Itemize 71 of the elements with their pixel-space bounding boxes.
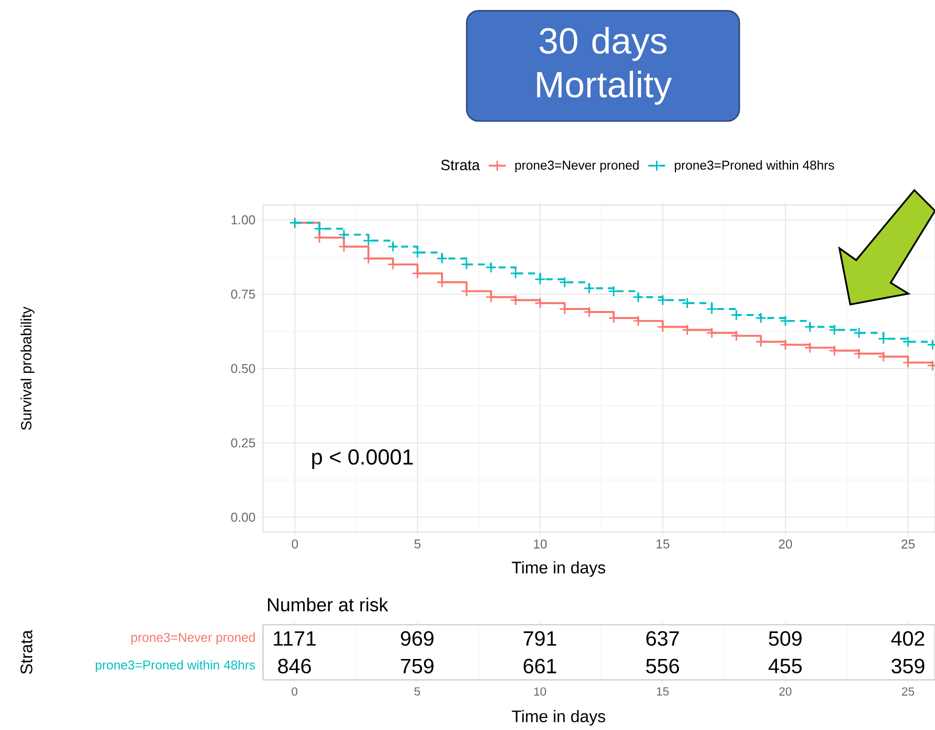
chart-title: 30 days Mortality bbox=[537, 26, 672, 105]
y-tick-label: 0.75 bbox=[231, 290, 256, 299]
y-tick-label: prone3=Never proned bbox=[131, 632, 255, 644]
point bbox=[314, 223, 326, 234]
x-tick-label: 10 bbox=[534, 539, 547, 549]
data-label: 359 bbox=[892, 658, 924, 674]
annotation: p < 0.0001 bbox=[312, 449, 413, 469]
data-label: 556 bbox=[646, 658, 679, 674]
x-tick-label: 0 bbox=[292, 539, 298, 549]
point bbox=[387, 258, 399, 270]
x-axis-title: Time in days bbox=[512, 710, 606, 726]
point bbox=[460, 258, 472, 270]
x-tick-label: 10 bbox=[534, 687, 546, 696]
legend-title: Strata bbox=[441, 160, 480, 170]
data-label: 969 bbox=[400, 631, 434, 646]
point bbox=[828, 344, 840, 356]
point bbox=[706, 303, 718, 315]
data-label: 791 bbox=[524, 631, 556, 646]
y-tick-label: 1.00 bbox=[232, 215, 256, 224]
x-tick-label: 5 bbox=[414, 687, 420, 696]
data-label: 661 bbox=[524, 658, 556, 674]
y-axis-title: Survival probability bbox=[20, 306, 34, 430]
x-tick-label: 5 bbox=[414, 539, 421, 548]
x-axis-title: Time in days bbox=[512, 561, 606, 577]
x-tick-label: 15 bbox=[656, 539, 670, 548]
point bbox=[828, 324, 840, 336]
point bbox=[632, 291, 644, 303]
legend-label: prone3=Proned within 48hrs bbox=[674, 160, 834, 172]
point bbox=[314, 232, 326, 244]
data-label: 759 bbox=[401, 658, 434, 674]
point bbox=[510, 294, 522, 306]
data-label: 846 bbox=[278, 658, 311, 674]
point bbox=[387, 240, 399, 252]
x-tick-label: 20 bbox=[779, 687, 792, 696]
data-label: 509 bbox=[768, 631, 802, 646]
x-tick-label: 20 bbox=[778, 539, 792, 549]
point bbox=[878, 350, 890, 362]
chart-title: Number at risk bbox=[268, 598, 388, 612]
y-axis-title: Strata bbox=[20, 630, 32, 674]
x-tick-label: 15 bbox=[656, 687, 669, 696]
point bbox=[584, 282, 595, 294]
point bbox=[755, 312, 767, 324]
y-tick-label: 0.50 bbox=[231, 364, 256, 373]
point bbox=[804, 321, 816, 332]
y-tick-label: prone3=Proned within 48hrs bbox=[96, 660, 256, 672]
x-tick-label: 25 bbox=[902, 539, 915, 549]
point bbox=[657, 294, 668, 306]
y-tick-label: 0.00 bbox=[231, 512, 256, 522]
point bbox=[485, 291, 497, 303]
data-label: 1171 bbox=[274, 631, 316, 646]
point bbox=[706, 327, 718, 338]
data-label: 402 bbox=[891, 631, 924, 646]
point bbox=[510, 268, 522, 279]
point bbox=[436, 252, 448, 264]
data-label: 637 bbox=[646, 631, 679, 646]
point bbox=[338, 240, 350, 252]
x-tick-label: 25 bbox=[902, 687, 914, 696]
x-tick-label: 0 bbox=[292, 687, 298, 696]
point bbox=[534, 274, 546, 285]
y-tick-label: 0.25 bbox=[231, 438, 256, 448]
legend-label: prone3=Never proned bbox=[515, 160, 639, 172]
point bbox=[780, 315, 792, 327]
point bbox=[853, 348, 865, 360]
point bbox=[682, 297, 693, 309]
point bbox=[362, 234, 374, 246]
point bbox=[682, 324, 693, 336]
point bbox=[485, 262, 497, 274]
point bbox=[534, 297, 546, 309]
point bbox=[632, 315, 644, 327]
point bbox=[853, 327, 865, 338]
data-label: 455 bbox=[768, 658, 802, 674]
